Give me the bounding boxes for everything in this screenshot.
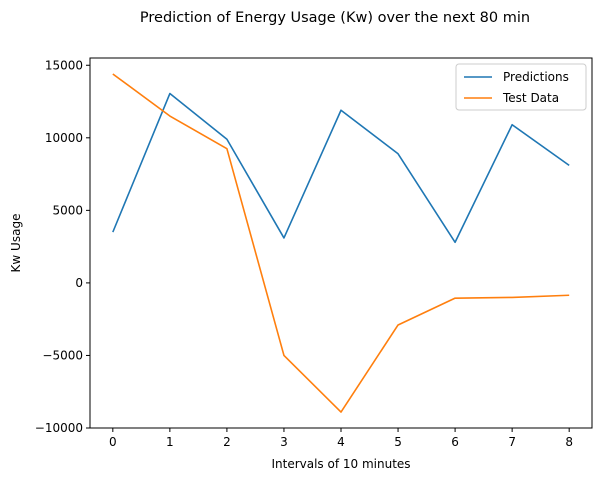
series-line-test-data <box>112 73 570 413</box>
y-axis-ticks: −10000 −5000 0 5000 10000 15000 <box>35 58 90 435</box>
legend-label-test-data: Test Data <box>502 91 559 105</box>
y-tick-label: 10000 <box>45 131 83 145</box>
x-tick-label: 1 <box>166 435 174 449</box>
series-line-predictions <box>112 92 570 244</box>
legend: Predictions Test Data <box>455 63 587 111</box>
x-axis-ticks: 0 1 2 3 4 5 6 7 8 <box>109 428 573 449</box>
chart-title: Prediction of Energy Usage (Kw) over the… <box>140 10 530 26</box>
y-tick-label: −5000 <box>42 348 83 362</box>
y-tick-label: −10000 <box>35 421 83 435</box>
x-tick-label: 2 <box>223 435 231 449</box>
x-tick-label: 3 <box>280 435 288 449</box>
y-tick-label: 5000 <box>52 203 83 217</box>
x-tick-label: 4 <box>337 435 345 449</box>
x-axis-label: Intervals of 10 minutes <box>271 457 410 471</box>
x-tick-label: 5 <box>394 435 402 449</box>
x-tick-label: 7 <box>508 435 516 449</box>
x-tick-label: 8 <box>565 435 573 449</box>
x-tick-label: 0 <box>109 435 117 449</box>
legend-label-predictions: Predictions <box>503 70 569 84</box>
x-tick-label: 6 <box>451 435 459 449</box>
y-axis-label: Kw Usage <box>9 214 23 273</box>
y-tick-label: 0 <box>75 276 83 290</box>
plot-lines <box>112 73 570 413</box>
y-tick-label: 15000 <box>45 58 83 72</box>
